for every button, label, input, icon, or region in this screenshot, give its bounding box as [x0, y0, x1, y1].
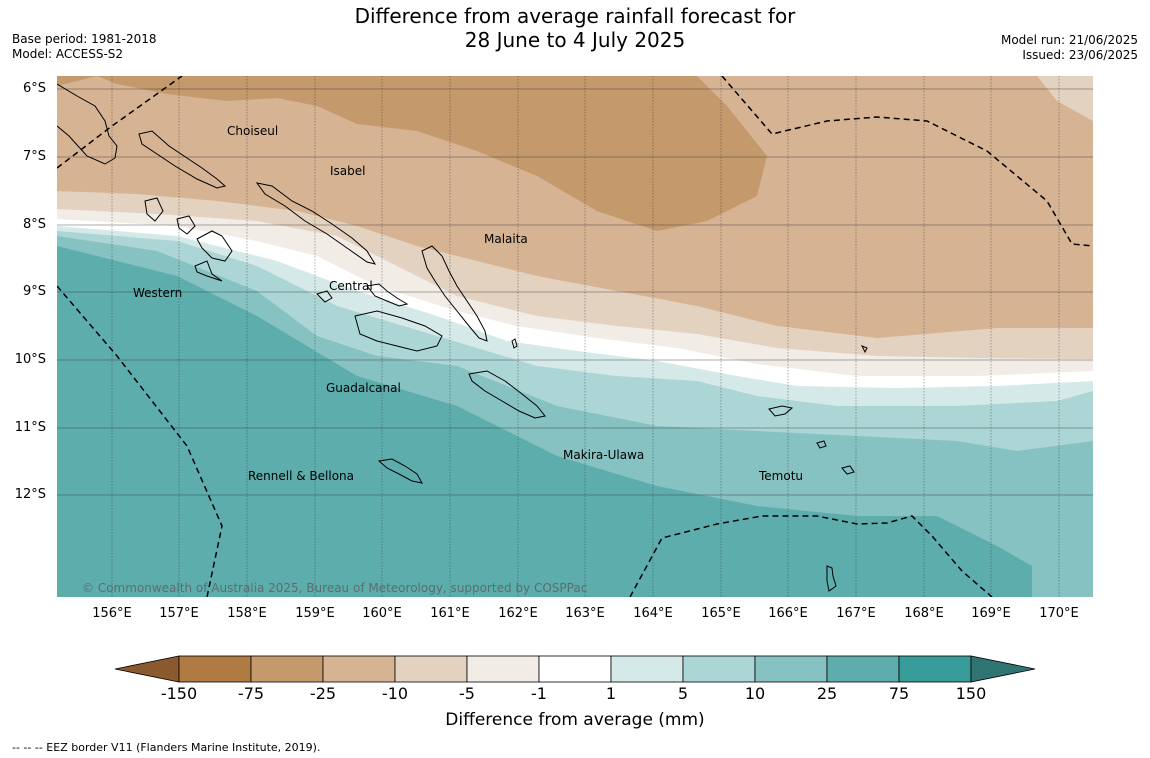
santa-cruz-islands	[768, 405, 855, 475]
colorbar-segment	[322, 655, 396, 683]
colorbar-tick-label: 10	[744, 684, 766, 703]
band-minus75-minus25	[57, 76, 767, 231]
colorbar-segment	[394, 655, 468, 683]
bougainville-island	[57, 83, 118, 165]
colorbar-tick-label: 150	[955, 684, 987, 703]
lon-label-170e: 170°E	[1039, 606, 1079, 621]
place-label-isabel: Isabel	[330, 164, 366, 178]
base-period-text: Base period: 1981-2018	[12, 32, 157, 46]
colorbar-segment	[826, 655, 900, 683]
title-line1: Difference from average rainfall forecas…	[354, 4, 796, 28]
band-minus25-minus10	[57, 76, 1093, 338]
colorbar-tick-label: -25	[309, 684, 337, 703]
place-label-malaita: Malaita	[484, 232, 528, 246]
small-islets	[511, 338, 868, 592]
colorbar	[114, 655, 1036, 683]
lon-label-166e: 166°E	[768, 606, 808, 621]
lon-label-161e: 161°E	[430, 606, 470, 621]
lat-label-8s: 8°S	[22, 217, 46, 232]
colorbar-tick-label: 75	[888, 684, 910, 703]
place-label-rennell-bellona: Rennell & Bellona	[248, 469, 355, 483]
title-line2: 28 June to 4 July 2025	[464, 28, 686, 52]
lon-label-157e: 157°E	[159, 606, 199, 621]
place-label-central: Central	[329, 279, 373, 293]
lat-label-12s: 12°S	[14, 487, 46, 502]
makira-island	[468, 370, 546, 419]
colorbar-segment	[682, 655, 756, 683]
malaita-island	[421, 245, 488, 342]
rainfall-map	[57, 76, 1093, 597]
lon-label-158e: 158°E	[227, 606, 267, 621]
colorbar-tick-label: 5	[677, 684, 689, 703]
colorbar-segment	[610, 655, 684, 683]
colorbar-segment	[898, 655, 972, 683]
copyright-text: © Commonwealth of Australia 2025, Bureau…	[82, 581, 588, 595]
eez-border	[57, 76, 1093, 597]
colorbar-under-arrow	[114, 655, 180, 683]
lon-label-163e: 163°E	[565, 606, 605, 621]
colorbar-segment	[250, 655, 324, 683]
isabel-island	[255, 182, 377, 265]
lat-label-11s: 11°S	[14, 420, 46, 435]
lat-label-9s: 9°S	[22, 284, 46, 299]
colorbar-tick-label: 25	[816, 684, 838, 703]
choiseul-island	[138, 130, 227, 189]
russell-islands	[316, 283, 409, 307]
lat-label-6s: 6°S	[22, 81, 46, 96]
colorbar-tick-label: 1	[605, 684, 617, 703]
model-run-text: Model run: 21/06/2025	[1000, 33, 1138, 47]
western-islands	[144, 197, 223, 282]
lon-label-164e: 164°E	[633, 606, 673, 621]
rennell-island	[377, 458, 423, 484]
lon-label-165e: 165°E	[701, 606, 741, 621]
colorbar-segment	[754, 655, 828, 683]
issued-text: Issued: 23/06/2025	[1022, 48, 1138, 62]
lon-label-167e: 167°E	[836, 606, 876, 621]
lon-label-156e: 156°E	[92, 606, 132, 621]
place-label-guadalcanal: Guadalcanal	[326, 381, 401, 395]
lat-label-10s: 10°S	[14, 352, 46, 367]
place-label-makira-ulawa: Makira-Ulawa	[563, 448, 645, 462]
colorbar-segment	[538, 655, 612, 683]
colorbar-tick-label: -150	[160, 684, 198, 703]
place-label-choiseul: Choiseul	[227, 124, 279, 138]
colorbar-tick-label: -5	[459, 684, 475, 703]
lon-label-162e: 162°E	[498, 606, 538, 621]
eez-legend-footer: -- -- -- EEZ border V11 (Flanders Marine…	[12, 741, 321, 754]
colorbar-tick-label: -10	[381, 684, 409, 703]
colorbar-tick-label: -1	[531, 684, 547, 703]
latitude-gridlines	[57, 88, 1093, 496]
lon-label-168e: 168°E	[904, 606, 944, 621]
place-label-temotu: Temotu	[759, 469, 804, 483]
new-georgia-group	[176, 215, 233, 262]
colorbar-over-arrow	[970, 655, 1036, 683]
lon-label-169e: 169°E	[971, 606, 1011, 621]
lon-label-160e: 160°E	[362, 606, 402, 621]
lon-label-159e: 159°E	[295, 606, 335, 621]
coastlines	[57, 83, 868, 592]
lat-label-7s: 7°S	[22, 149, 46, 164]
colorbar-segment	[178, 655, 252, 683]
colorbar-label: Difference from average (mm)	[445, 710, 705, 730]
colorbar-tick-label: -75	[237, 684, 265, 703]
guadalcanal-island	[354, 310, 443, 352]
colorbar-segment	[466, 655, 540, 683]
place-label-western: Western	[133, 286, 183, 300]
model-text: Model: ACCESS-S2	[12, 47, 124, 61]
